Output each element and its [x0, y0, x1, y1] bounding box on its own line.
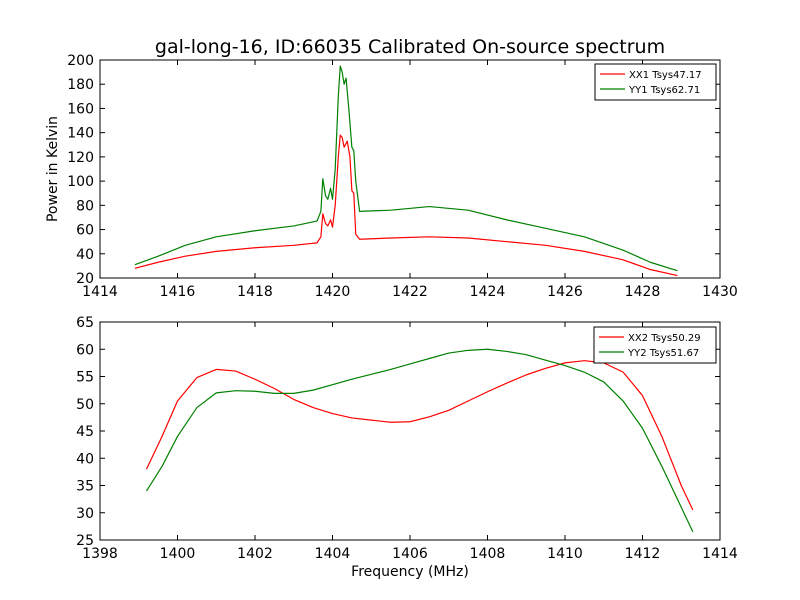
x-tick-label: 1424 [470, 284, 506, 300]
x-tick-label: 1404 [315, 546, 351, 562]
x-axis-title: Frequency (MHz) [351, 564, 469, 580]
bottom-subplot: Frequency (MHz) 1398 1400 1402 1404 1406 1408… [76, 315, 738, 580]
legend-entry-label: XX1 Tsys47.17 [629, 70, 702, 81]
series-line-xx1 [134, 134, 678, 277]
x-tick-label: 1426 [547, 284, 583, 300]
x-tick-label: 1408 [470, 546, 506, 562]
y-tick-label: 180 [67, 77, 94, 93]
top-series-layer [134, 65, 678, 277]
y-tick-label: 60 [76, 223, 94, 239]
x-tick-label: 1420 [315, 284, 351, 300]
y-tick-label: 140 [67, 126, 94, 142]
series-line-yy1 [134, 65, 678, 272]
x-tick-label: 1414 [82, 284, 118, 300]
y-tick-label: 200 [67, 53, 94, 69]
x-tick-label: 1402 [237, 546, 273, 562]
top-ticks-layer: 1414 1416 1418 1420 1422 1424 1426 1428 1430 20 40… [67, 53, 738, 300]
series-line-xx2 [145, 360, 694, 511]
y-tick-label: 20 [76, 271, 94, 287]
x-tick-label: 1422 [392, 284, 428, 300]
top-legend: XX1 Tsys47.17 YY1 Tsys62.71 [594, 63, 717, 101]
x-tick-label: 1412 [625, 546, 661, 562]
legend-entry-label: YY1 Tsys62.71 [628, 85, 700, 96]
x-tick-label: 1430 [702, 284, 738, 300]
chart-title: gal-long-16, ID:66035 Calibrated On-sour… [155, 36, 665, 58]
x-tick-label: 1398 [82, 546, 118, 562]
y-tick-label: 60 [76, 342, 94, 358]
x-tick-label: 1400 [160, 546, 196, 562]
x-tick-label: 1414 [702, 546, 738, 562]
x-tick-label: 1428 [625, 284, 661, 300]
legend-entry-label: YY2 Tsys51.67 [627, 348, 699, 359]
y-tick-label: 40 [76, 451, 94, 467]
x-tick-label: 1406 [392, 546, 428, 562]
y-tick-label: 40 [76, 247, 94, 263]
x-tick-label: 1416 [160, 284, 196, 300]
bottom-series-layer [145, 348, 694, 533]
bottom-ticks-layer: 1398 1400 1402 1404 1406 1408 1410 1412 1414 25 30… [76, 315, 738, 562]
top-subplot: gal-long-16, ID:66035 Calibrated On-sour… [45, 36, 738, 300]
y-tick-label: 80 [76, 198, 94, 214]
legend-entry-label: XX2 Tsys50.29 [628, 333, 701, 344]
y-tick-label: 50 [76, 397, 94, 413]
x-tick-label: 1410 [547, 546, 583, 562]
x-tick-label: 1418 [237, 284, 273, 300]
y-tick-label: 120 [67, 150, 94, 166]
bottom-legend: XX2 Tsys50.29 YY2 Tsys51.67 [593, 326, 717, 364]
y-tick-label: 160 [67, 101, 94, 117]
y-tick-label: 30 [76, 506, 94, 522]
series-line-yy2 [145, 348, 694, 533]
legend-box [593, 326, 717, 364]
y-tick-label: 45 [76, 424, 94, 440]
y-tick-label: 100 [67, 174, 94, 190]
y-tick-label: 35 [76, 479, 94, 495]
legend-box [594, 63, 717, 101]
y-axis-title: Power in Kelvin [45, 116, 61, 222]
y-tick-label: 55 [76, 370, 94, 386]
y-tick-label: 25 [76, 533, 94, 549]
y-tick-label: 65 [76, 315, 94, 331]
